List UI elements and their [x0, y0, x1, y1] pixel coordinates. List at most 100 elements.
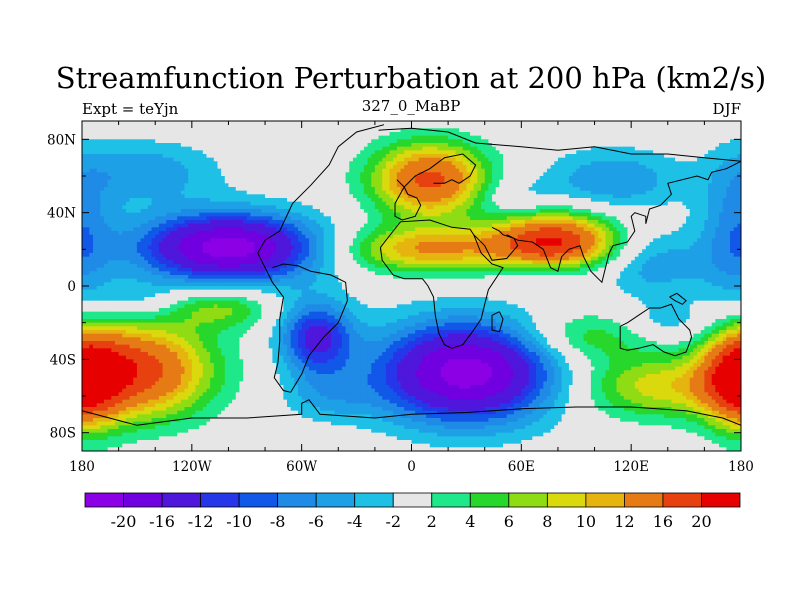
contour-cell: [532, 143, 537, 148]
contour-cell: [466, 176, 471, 181]
contour-cell: [653, 172, 658, 177]
contour-cell: [92, 194, 98, 199]
contour-cell: [140, 135, 145, 140]
contour-cell: [514, 212, 519, 217]
contour-cell: [349, 121, 354, 126]
contour-cell: [422, 121, 427, 126]
contour-cell: [341, 205, 347, 210]
contour-cell: [162, 194, 167, 199]
contour-cell: [554, 124, 559, 129]
contour-cell: [268, 194, 273, 199]
contour-cell: [466, 220, 471, 225]
contour-cell: [653, 176, 658, 181]
contour-cell: [316, 205, 321, 210]
contour-cell: [184, 161, 189, 166]
contour-cell: [111, 132, 116, 137]
contour-cell: [627, 143, 632, 148]
contour-cell: [521, 190, 526, 195]
contour-cell: [481, 194, 486, 199]
contour-cell: [722, 143, 727, 148]
contour-cell: [634, 212, 640, 217]
contour-cell: [459, 183, 464, 188]
contour-cell: [601, 150, 607, 155]
contour-cell: [239, 187, 244, 192]
contour-cell: [349, 176, 354, 181]
contour-cell: [689, 176, 694, 181]
contour-cell: [473, 194, 478, 199]
contour-cell: [298, 128, 303, 133]
contour-cell: [389, 154, 394, 159]
contour-cell: [188, 121, 193, 126]
contour-cell: [232, 124, 237, 129]
contour-cell: [243, 161, 248, 166]
contour-cell: [601, 187, 607, 192]
contour-cell: [393, 187, 398, 192]
contour-cell: [583, 190, 588, 195]
contour-cell: [470, 209, 475, 214]
contour-cell: [440, 161, 446, 166]
contour-cell: [689, 183, 694, 188]
contour-cell: [620, 121, 625, 126]
contour-cell: [404, 139, 409, 144]
contour-cell: [561, 216, 566, 221]
contour-cell: [151, 168, 156, 173]
contour-cell: [568, 165, 574, 170]
contour-cell: [415, 220, 420, 225]
contour-cell: [276, 220, 281, 225]
contour-cell: [367, 183, 372, 188]
contour-cell: [239, 190, 244, 195]
contour-cell: [528, 172, 533, 177]
contour-cell: [133, 209, 138, 214]
contour-cell: [367, 198, 372, 203]
contour-cell: [107, 135, 112, 140]
contour-cell: [210, 165, 215, 170]
contour-cell: [213, 176, 219, 181]
contour-cell: [455, 187, 460, 192]
contour-cell: [565, 198, 570, 203]
contour-cell: [433, 132, 438, 137]
contour-cell: [587, 176, 592, 181]
contour-cell: [426, 183, 431, 188]
contour-cell: [719, 161, 724, 166]
contour-cell: [173, 220, 178, 225]
contour-cell: [671, 124, 676, 129]
contour-cell: [169, 205, 175, 210]
contour-cell: [125, 205, 131, 210]
contour-cell: [653, 201, 658, 206]
contour-cell: [184, 124, 189, 129]
contour-cell: [103, 165, 109, 170]
contour-cell: [158, 183, 164, 188]
contour-cell: [686, 165, 691, 170]
contour-cell: [700, 216, 705, 221]
contour-cell: [363, 124, 369, 129]
contour-cell: [257, 124, 262, 129]
contour-cell: [455, 157, 460, 162]
contour-cell: [462, 190, 468, 195]
contour-cell: [82, 128, 87, 133]
contour-cell: [129, 168, 134, 173]
contour-cell: [484, 143, 489, 148]
contour-cell: [367, 146, 372, 151]
contour-cell: [517, 157, 522, 162]
contour-cell: [407, 198, 413, 203]
contour-cell: [488, 150, 493, 155]
contour-cell: [459, 157, 464, 162]
contour-cell: [404, 150, 409, 155]
contour-cell: [521, 172, 526, 177]
contour-cell: [323, 198, 328, 203]
contour-cell: [466, 154, 471, 159]
contour-cell: [338, 128, 343, 133]
contour-cell: [601, 154, 607, 159]
contour-cell: [250, 143, 255, 148]
contour-cell: [188, 172, 193, 177]
contour-cell: [363, 172, 369, 177]
contour-cell: [517, 161, 522, 166]
contour-cell: [133, 220, 138, 225]
contour-cell: [664, 209, 669, 214]
contour-cell: [528, 157, 533, 162]
contour-cell: [418, 128, 424, 133]
contour-cell: [151, 161, 156, 166]
contour-cell: [579, 216, 585, 221]
contour-cell: [433, 209, 438, 214]
contour-cell: [308, 161, 314, 166]
